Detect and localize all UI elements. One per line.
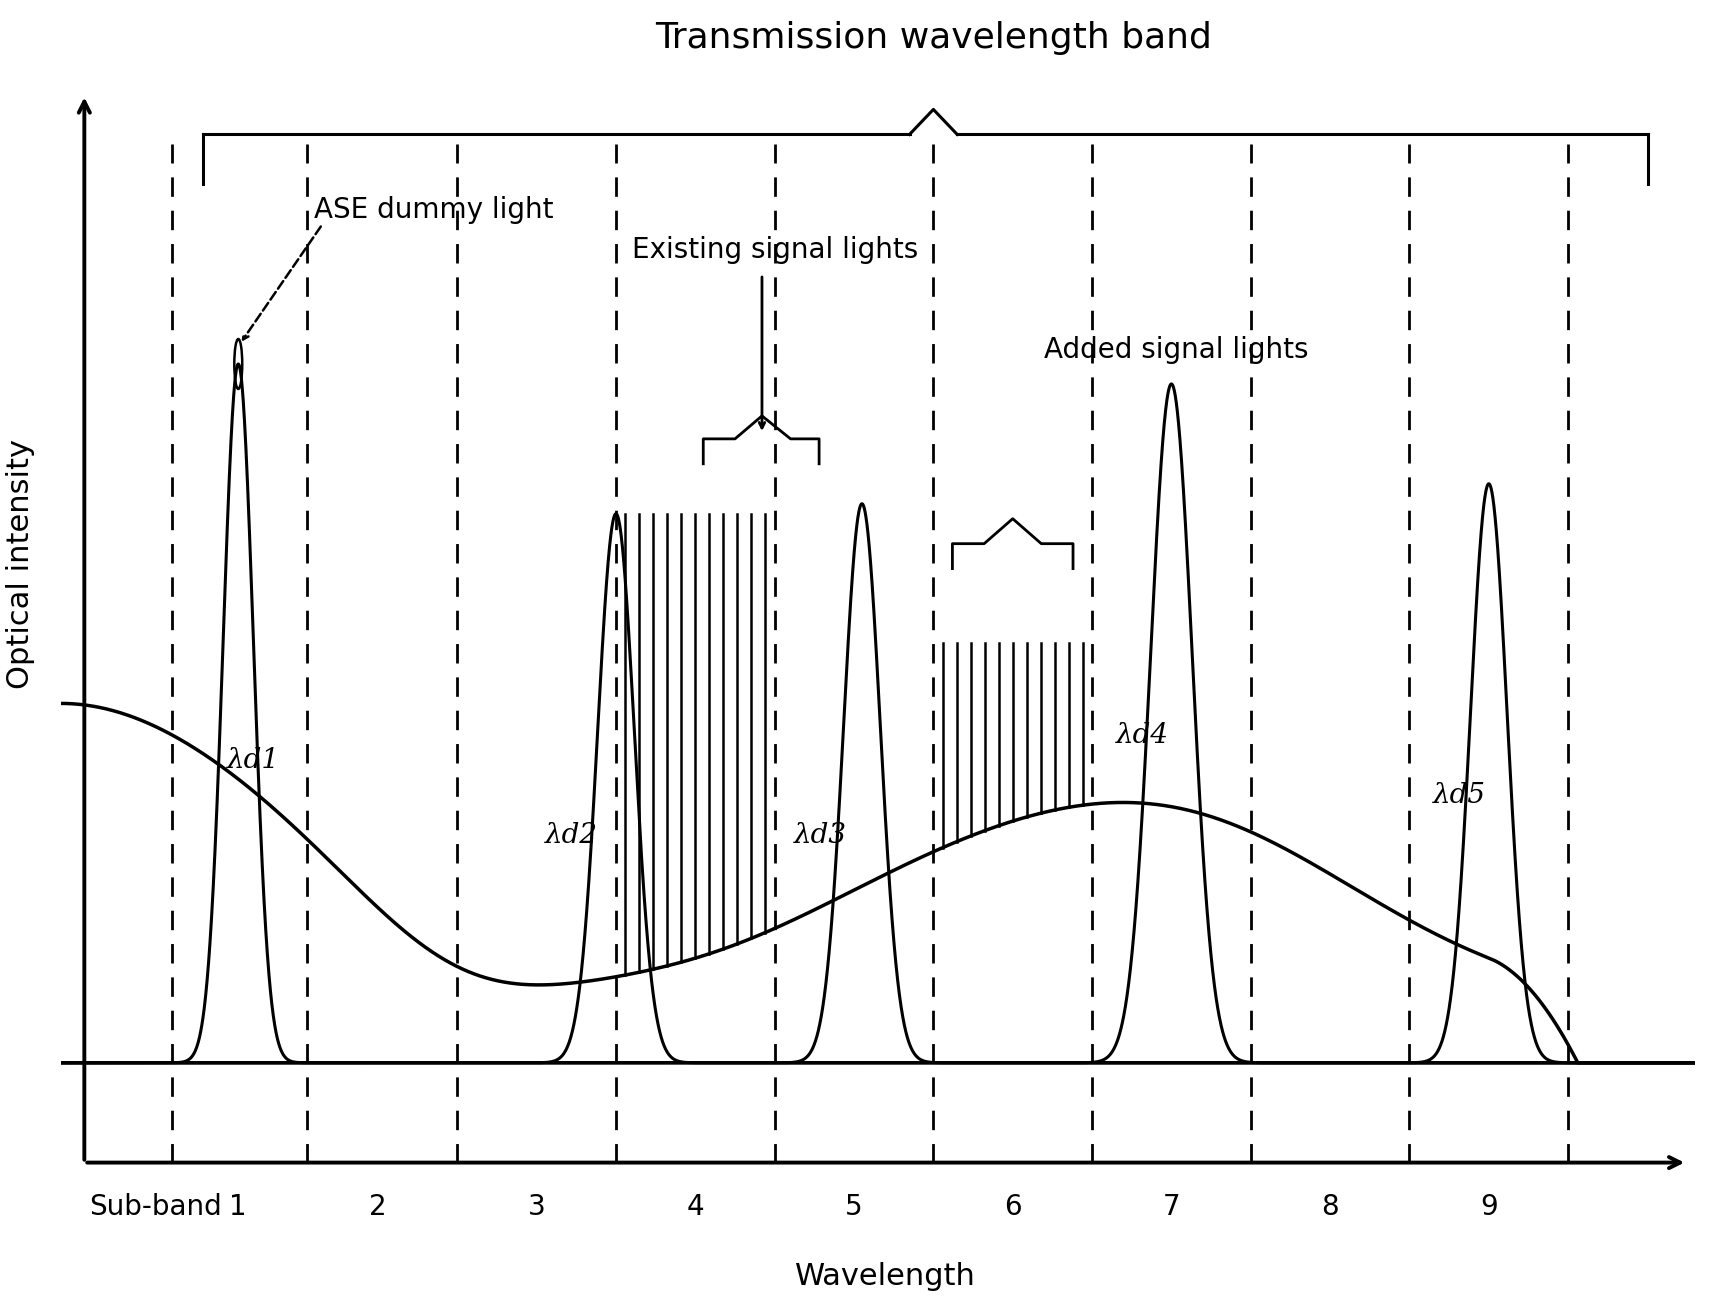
Text: 8: 8 [1321, 1192, 1338, 1220]
Text: 7: 7 [1162, 1192, 1181, 1220]
Text: 1: 1 [229, 1192, 248, 1220]
Text: λd4: λd4 [1116, 722, 1169, 750]
Text: 9: 9 [1480, 1192, 1497, 1220]
Text: λd3: λd3 [793, 822, 846, 850]
Text: λd1: λd1 [227, 747, 280, 774]
Text: ASE dummy light: ASE dummy light [314, 196, 554, 224]
Text: Optical intensity: Optical intensity [7, 438, 36, 689]
Text: Transmission wavelength band: Transmission wavelength band [655, 21, 1212, 54]
Text: Wavelength: Wavelength [795, 1262, 976, 1292]
Text: 3: 3 [528, 1192, 545, 1220]
Text: 2: 2 [369, 1192, 386, 1220]
Text: Added signal lights: Added signal lights [1044, 336, 1309, 364]
Text: Sub-band: Sub-band [89, 1192, 222, 1220]
Text: 4: 4 [687, 1192, 704, 1220]
Text: Existing signal lights: Existing signal lights [632, 236, 918, 265]
Text: λd2: λd2 [545, 822, 598, 850]
Text: λd5: λd5 [1434, 782, 1487, 809]
Text: 5: 5 [846, 1192, 863, 1220]
Text: 6: 6 [1003, 1192, 1022, 1220]
